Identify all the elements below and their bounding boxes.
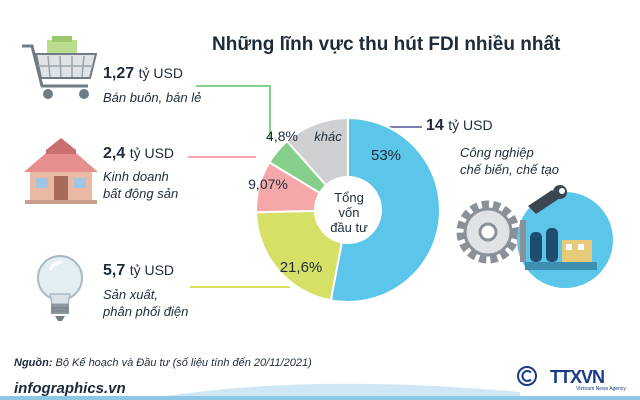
- sector-line: Sản xuất,: [103, 287, 158, 302]
- footer-bar: [0, 378, 640, 400]
- sector-line: Công nghiệp: [460, 145, 534, 160]
- slice-label-electricity: 21,6%: [280, 259, 323, 276]
- amount-manufacturing: 14 tỷ USD: [426, 117, 493, 135]
- sector-label-real-estate: Kinh doanh bất động sản: [103, 168, 178, 202]
- chart-title: Những lĩnh vực thu hút FDI nhiều nhất: [212, 34, 561, 55]
- slice-label-manufacturing: 53%: [371, 147, 401, 164]
- source-text: Bộ Kế hoạch và Đầu tư (số liệu tính đến …: [55, 357, 312, 369]
- amount-retail: 1,27 tỷ USD: [103, 65, 183, 83]
- sector-line: Kinh doanh: [103, 169, 169, 184]
- site-name[interactable]: infographics.vn: [14, 380, 126, 397]
- connector-retail: [196, 85, 271, 140]
- amount-value-real-estate: 2,4: [103, 145, 126, 162]
- center-line: vốn: [338, 205, 360, 220]
- sector-line: phân phối điện: [103, 304, 189, 319]
- amount-unit-manufacturing: tỷ USD: [448, 117, 493, 133]
- house-icon: [24, 138, 98, 204]
- donut-center-label: Tổng vốn đầu tư: [321, 190, 377, 235]
- sector-line: Bán buôn, bán lẻ: [103, 90, 202, 105]
- amount-electricity: 5,7 tỷ USD: [103, 262, 174, 280]
- amount-unit-real-estate: tỷ USD: [129, 145, 175, 161]
- sector-label-manufacturing: Công nghiệp chế biến, chế tạo: [460, 144, 559, 178]
- slice-label-retail: 4,8%: [266, 128, 298, 144]
- agency-subtitle: Vietnam News Agency: [576, 386, 626, 392]
- source-prefix: Nguồn:: [14, 357, 53, 369]
- slice-label-other: khác: [314, 129, 342, 144]
- amount-value-electricity: 5,7: [103, 262, 126, 279]
- light-bulb-icon: [37, 255, 83, 321]
- factory-gear-icon: [456, 185, 613, 288]
- sector-line: bất động sản: [103, 186, 179, 201]
- amount-unit-electricity: tỷ USD: [129, 262, 175, 278]
- source-note: Nguồn: Bộ Kế hoạch và Đầu tư (số liệu tí…: [14, 357, 312, 369]
- pie-slices: [255, 116, 441, 303]
- sector-line: chế biến, chế tạo: [460, 162, 560, 177]
- center-line: đầu tư: [330, 220, 368, 235]
- sector-label-electricity: Sản xuất, phân phối điện: [103, 286, 188, 320]
- amount-value-manufacturing: 14: [426, 117, 444, 134]
- center-line: Tổng: [334, 190, 364, 205]
- amount-real-estate: 2,4 tỷ USD: [103, 145, 174, 163]
- amount-value-retail: 1,27: [103, 65, 135, 82]
- slice-label-real-estate: 9,07%: [248, 176, 288, 192]
- agency-logo: TTXVN: [550, 367, 605, 387]
- donut-hole: [315, 177, 381, 243]
- shopping-cart-icon: [22, 36, 98, 99]
- sector-label-retail: Bán buôn, bán lẻ: [103, 89, 201, 106]
- copyright-icon: [517, 366, 537, 386]
- amount-unit-retail: tỷ USD: [138, 65, 183, 81]
